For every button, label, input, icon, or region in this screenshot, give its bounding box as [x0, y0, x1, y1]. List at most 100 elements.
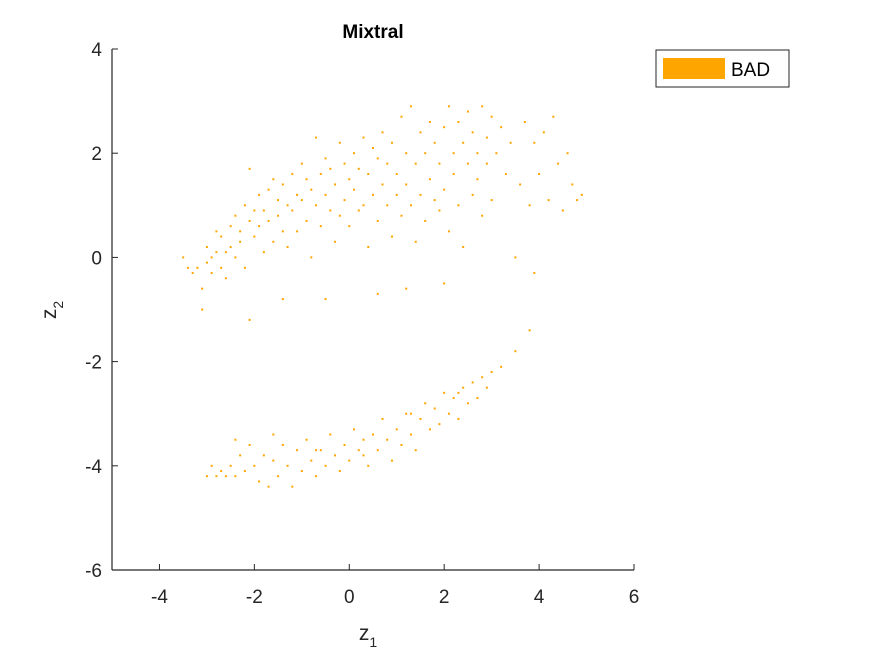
data-point: [334, 183, 337, 186]
data-point: [452, 152, 455, 155]
data-point: [447, 412, 450, 415]
data-point: [224, 251, 227, 254]
data-point: [201, 287, 204, 290]
data-point: [224, 277, 227, 280]
data-point: [405, 152, 408, 155]
data-point: [300, 199, 303, 202]
data-point: [447, 105, 450, 108]
data-point: [319, 225, 322, 228]
data-point: [205, 261, 208, 264]
y-tick-label: 2: [91, 144, 102, 165]
data-point: [277, 475, 280, 478]
data-point: [338, 470, 341, 473]
data-point: [277, 214, 280, 217]
data-point: [319, 173, 322, 176]
data-point: [414, 449, 417, 452]
data-point: [504, 173, 507, 176]
data-point: [481, 376, 484, 379]
data-point: [433, 141, 436, 144]
data-point: [514, 350, 517, 353]
data-point: [272, 178, 275, 181]
data-point: [414, 162, 417, 165]
data-point: [528, 204, 531, 207]
legend-swatch: [663, 58, 725, 79]
data-point: [485, 136, 488, 139]
data-point: [381, 183, 384, 186]
data-point: [433, 199, 436, 202]
data-point: [557, 162, 560, 165]
data-point: [552, 115, 555, 118]
data-point: [329, 433, 332, 436]
data-point: [400, 115, 403, 118]
x-tick-label: 0: [344, 587, 355, 608]
x-tick-label: -4: [151, 587, 168, 608]
data-point: [438, 209, 441, 212]
data-point: [485, 386, 488, 389]
data-point: [324, 157, 327, 160]
data-point: [234, 438, 237, 441]
data-point: [362, 204, 365, 207]
data-point: [253, 209, 256, 212]
data-point: [519, 183, 522, 186]
data-point: [376, 292, 379, 295]
data-points: [182, 105, 583, 488]
data-point: [395, 173, 398, 176]
data-point: [419, 193, 422, 196]
data-point: [362, 454, 365, 457]
data-point: [315, 204, 318, 207]
data-point: [305, 219, 308, 222]
data-point: [424, 152, 427, 155]
data-point: [186, 266, 189, 269]
data-point: [300, 470, 303, 473]
data-point: [272, 433, 275, 436]
data-point: [253, 464, 256, 467]
data-point: [348, 178, 351, 181]
data-point: [538, 173, 541, 176]
data-point: [191, 272, 194, 275]
data-point: [490, 371, 493, 374]
data-point: [267, 219, 270, 222]
data-point: [481, 214, 484, 217]
data-point: [424, 219, 427, 222]
data-point: [334, 240, 337, 243]
data-point: [500, 126, 503, 129]
data-point: [500, 365, 503, 368]
y-axis-label: z2: [38, 301, 66, 320]
data-point: [471, 131, 474, 134]
data-point: [315, 449, 318, 452]
data-point: [372, 146, 374, 149]
data-point: [286, 464, 289, 467]
data-point: [357, 167, 360, 170]
data-point: [281, 443, 284, 446]
data-point: [348, 459, 351, 462]
data-point: [490, 115, 493, 118]
data-point: [305, 438, 308, 441]
data-point: [324, 464, 327, 467]
data-point: [428, 120, 431, 123]
data-point: [253, 235, 256, 238]
data-point: [576, 199, 579, 202]
data-point: [310, 256, 313, 259]
data-point: [542, 131, 545, 134]
data-point: [205, 245, 208, 248]
data-point: [443, 188, 446, 191]
data-point: [528, 329, 531, 332]
data-point: [533, 272, 536, 275]
data-point: [443, 282, 446, 285]
data-point: [310, 459, 313, 462]
data-point: [495, 152, 498, 155]
data-point: [381, 417, 384, 420]
data-point: [296, 230, 299, 233]
data-point: [262, 251, 265, 254]
data-point: [277, 199, 280, 202]
data-point: [239, 230, 242, 233]
data-point: [362, 136, 365, 139]
x-axis-label: z1: [359, 622, 378, 650]
data-point: [400, 214, 403, 217]
data-point: [248, 167, 251, 170]
data-point: [353, 152, 356, 155]
data-point: [533, 141, 536, 144]
data-point: [452, 173, 455, 176]
data-point: [215, 230, 218, 233]
data-point: [466, 162, 469, 165]
